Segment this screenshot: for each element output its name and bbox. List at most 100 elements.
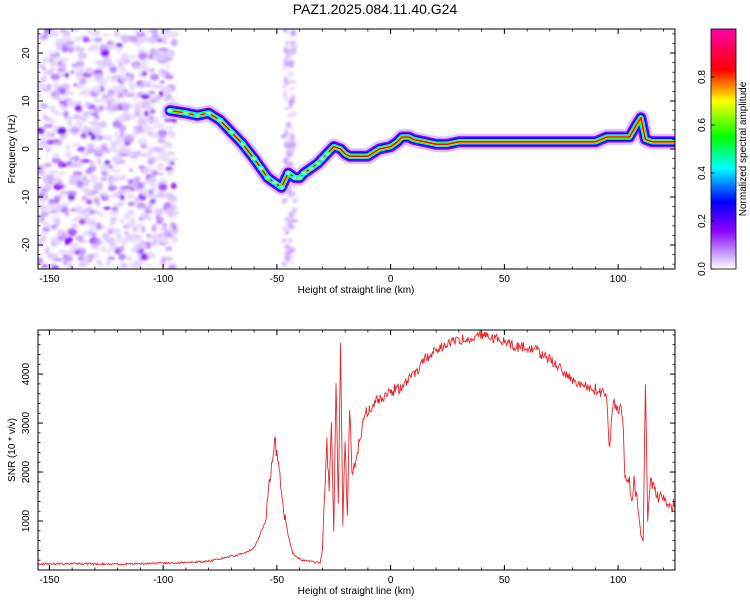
- noise-speck: [169, 157, 178, 162]
- ridge-blob-core: [206, 111, 211, 115]
- noise-speck: [285, 121, 292, 129]
- noise-speck: [152, 156, 157, 163]
- noise-speck: [284, 256, 291, 262]
- noise-speck: [65, 40, 75, 46]
- noise-speck: [127, 178, 134, 185]
- noise-speck: [86, 147, 97, 154]
- noise-speck: [112, 120, 122, 129]
- noise-speck: [154, 49, 159, 56]
- noise-speck: [79, 239, 87, 244]
- noise-speck: [100, 177, 108, 182]
- noise-speck: [283, 76, 288, 83]
- noise-speck: [74, 104, 82, 112]
- noise-speck: [151, 182, 157, 188]
- noise-speck: [138, 40, 144, 44]
- noise-speck: [133, 93, 138, 101]
- noise-speck: [43, 30, 49, 38]
- noise-speck: [136, 113, 145, 119]
- noise-speck: [53, 195, 63, 200]
- noise-speck: [41, 67, 47, 71]
- noise-speck: [42, 227, 50, 232]
- noise-speck: [150, 29, 158, 36]
- noise-speck: [106, 41, 115, 46]
- noise-speck: [285, 145, 292, 149]
- noise-speck: [91, 85, 102, 94]
- noise-speck: [103, 192, 109, 199]
- snr-y-tick-label: 4000: [21, 363, 32, 386]
- noise-speck: [85, 67, 94, 75]
- noise-speck: [109, 245, 117, 251]
- noise-speck: [80, 151, 91, 157]
- noise-speck: [285, 216, 291, 221]
- noise-speck: [160, 29, 170, 38]
- noise-speck: [131, 222, 137, 230]
- noise-speck: [157, 129, 168, 136]
- noise-speck: [79, 78, 87, 85]
- snr-x-tick-label: -50: [270, 575, 285, 586]
- noise-speck: [54, 219, 61, 227]
- noise-speck: [119, 153, 130, 157]
- noise-speck: [105, 239, 112, 244]
- noise-speck: [84, 218, 90, 226]
- noise-speck: [134, 29, 144, 34]
- chart-title: PAZ1.2025.084.11.40.G24: [292, 1, 458, 17]
- noise-speck: [118, 82, 125, 91]
- noise-speck: [75, 83, 84, 90]
- noise-speck: [128, 72, 135, 80]
- noise-speck: [127, 201, 135, 207]
- noise-speck: [94, 237, 102, 246]
- noise-speck: [157, 262, 167, 267]
- noise-speck: [78, 261, 86, 268]
- noise-speck: [96, 157, 102, 166]
- noise-speck: [56, 171, 67, 176]
- noise-speck: [56, 67, 67, 72]
- noise-speck: [144, 104, 154, 111]
- noise-speck: [167, 130, 176, 138]
- noise-speck: [117, 202, 124, 207]
- noise-speck: [120, 146, 130, 154]
- noise-speck: [141, 71, 148, 77]
- noise-speck: [86, 47, 96, 52]
- noise-speck: [53, 258, 63, 262]
- noise-speck: [290, 111, 298, 117]
- noise-speck: [43, 205, 49, 211]
- noise-speck: [38, 93, 41, 99]
- noise-speck: [82, 87, 91, 96]
- noise-speck: [123, 185, 133, 190]
- noise-speck: [161, 73, 166, 77]
- noise-speck: [106, 254, 113, 258]
- spectrogram-x-tick-label: -50: [270, 274, 285, 285]
- ridge-blob-core: [252, 157, 256, 160]
- colorbar-tick-label: 0.6: [697, 118, 708, 132]
- noise-speck: [102, 33, 111, 37]
- noise-speck: [69, 242, 80, 250]
- noise-speck: [128, 168, 134, 172]
- noise-speck: [99, 120, 107, 128]
- ridge-blob-core: [265, 176, 270, 179]
- noise-speck: [43, 176, 50, 184]
- noise-speck: [54, 110, 62, 117]
- noise-speck: [165, 246, 173, 252]
- noise-speck: [123, 141, 131, 146]
- noise-speck: [150, 116, 160, 124]
- noise-speck: [60, 83, 71, 89]
- noise-speck: [151, 240, 157, 247]
- noise-speck: [88, 121, 99, 125]
- snr-frame: [37, 329, 676, 571]
- noise-speck: [80, 132, 88, 139]
- noise-speck: [123, 88, 128, 95]
- noise-speck: [62, 30, 71, 36]
- noise-speck: [56, 86, 65, 92]
- colorbar: 0.0 0.2 0.4 0.6 0.8 Normalized spectral ampl…: [697, 28, 749, 276]
- noise-speck: [167, 93, 172, 98]
- noise-speck: [90, 231, 97, 238]
- noise-speck: [145, 151, 153, 159]
- noise-speck: [106, 259, 111, 265]
- noise-speck: [284, 129, 289, 136]
- noise-speck: [44, 183, 52, 192]
- noise-speck: [46, 139, 54, 145]
- noise-speck: [54, 203, 60, 209]
- noise-speck: [53, 176, 62, 180]
- noise-speck: [39, 214, 45, 222]
- noise-speck: [134, 243, 142, 252]
